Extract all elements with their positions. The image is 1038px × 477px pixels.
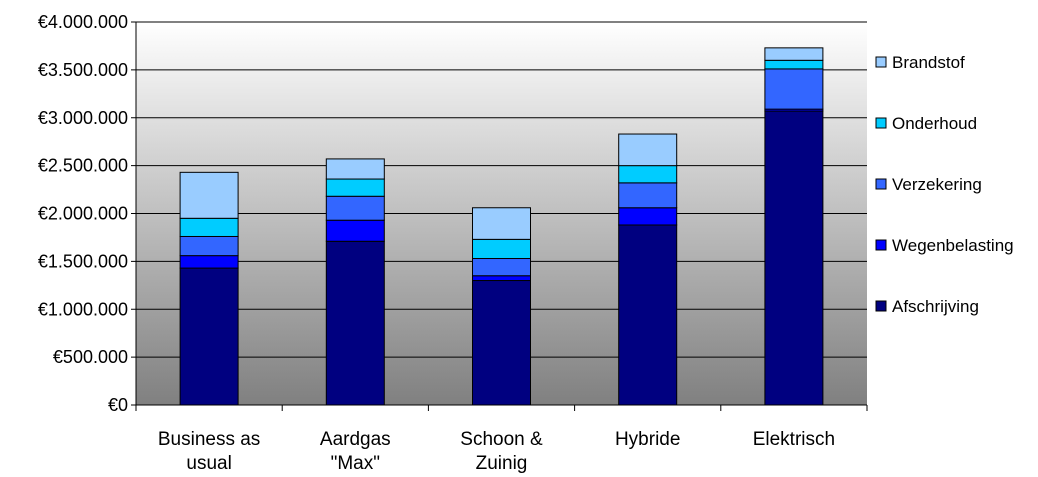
bar-segment <box>472 275 531 282</box>
legend-swatch <box>875 178 887 190</box>
bar-segment <box>472 207 531 240</box>
bars <box>179 47 824 406</box>
bar-segment <box>764 47 824 61</box>
bar-segment <box>472 238 531 260</box>
bar-segment <box>472 280 531 406</box>
x-tick-label: Zuinig <box>476 453 528 474</box>
bar-segment <box>618 133 678 167</box>
bar-segment <box>325 195 385 221</box>
bar-segment <box>764 68 824 110</box>
y-tick-label: €500.000 <box>53 347 128 367</box>
bar-segment <box>179 171 239 219</box>
x-tick-label: Schoon & <box>460 429 543 450</box>
y-tick-label: €1.000.000 <box>38 299 128 319</box>
bar-segment <box>179 255 239 269</box>
legend-label: Afschrijving <box>892 297 979 316</box>
x-tick-label: "Max" <box>331 453 380 474</box>
y-axis-labels: €0 €500.000 €1.000.000 €1.500.000 €2.000.000… <box>38 12 128 415</box>
legend: Brandstof Onderhoud Verzekering Wegenbelast… <box>875 53 1014 316</box>
y-tick-label: €4.000.000 <box>38 12 128 32</box>
x-tick-label: Aardgas <box>320 429 391 450</box>
bar-segment <box>325 219 385 242</box>
bar-segment <box>325 158 385 180</box>
bar-segment <box>618 165 678 184</box>
bar-segment <box>764 59 824 70</box>
x-tick-label: Elektrisch <box>753 429 835 450</box>
bar-segment <box>325 178 385 197</box>
bar-segment <box>179 217 239 237</box>
bar-segment <box>472 258 531 277</box>
legend-label: Wegenbelasting <box>892 236 1014 255</box>
bar-segment <box>618 224 678 406</box>
bar-segment <box>325 240 385 406</box>
y-tick-label: €2.500.000 <box>38 156 128 176</box>
legend-swatch <box>875 117 887 129</box>
y-tick-label: €2.000.000 <box>38 204 128 224</box>
x-tick-label: Business as <box>158 429 260 450</box>
axes <box>131 21 868 411</box>
bar-segment <box>179 267 239 406</box>
legend-label: Onderhoud <box>892 114 977 133</box>
bar-segment <box>618 207 678 226</box>
x-axis-labels: Business as usual Aardgas "Max" Schoon & Zuin… <box>158 429 835 474</box>
bar-segment <box>179 235 239 257</box>
legend-label: Verzekering <box>892 175 982 194</box>
legend-swatch <box>875 56 887 68</box>
y-tick-label: €0 <box>108 395 128 415</box>
legend-swatch <box>875 300 887 312</box>
legend-label: Brandstof <box>892 53 965 72</box>
y-tick-label: €3.500.000 <box>38 60 128 80</box>
bar-segment <box>764 110 824 406</box>
y-tick-label: €3.000.000 <box>38 108 128 128</box>
bar-segment <box>618 182 678 209</box>
legend-swatch <box>875 239 887 251</box>
x-tick-label: Hybride <box>615 429 680 450</box>
y-tick-label: €1.500.000 <box>38 251 128 271</box>
x-tick-label: usual <box>186 453 231 474</box>
